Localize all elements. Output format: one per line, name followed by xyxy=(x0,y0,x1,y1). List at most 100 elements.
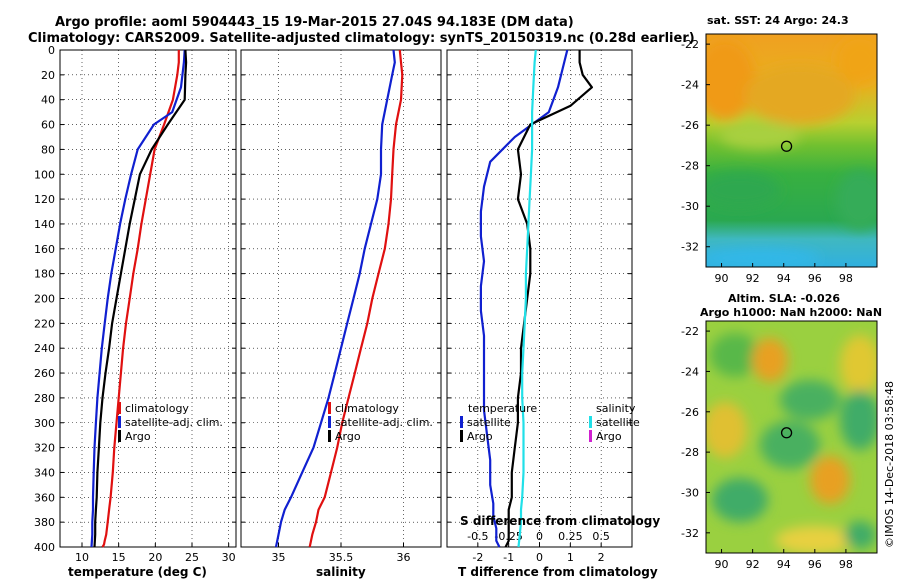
depth-tick-label: 320 xyxy=(34,442,55,455)
difference-xlabel: T difference from climatology xyxy=(458,565,658,579)
x-tick-label: 10 xyxy=(75,551,89,564)
salinity-legend: climatology satellite-adj. clim. Argo xyxy=(328,402,433,443)
s-diff-tick-label: -0.5 xyxy=(467,530,488,543)
sst-heatmap xyxy=(706,34,877,267)
depth-tick-label: 280 xyxy=(34,392,55,405)
sla-longitude-ticks: 90 92 94 96 98 xyxy=(715,549,853,571)
depth-tick-label: 380 xyxy=(34,516,55,529)
sla-heatmap xyxy=(706,321,877,553)
x-tick-label: 1 xyxy=(567,551,574,564)
depth-tick-label: 80 xyxy=(41,143,55,156)
salinity-difference-tick-labels: -0.5 -0.25 0 0.25 0.5 xyxy=(467,530,610,543)
series-line-t-satellite xyxy=(479,49,569,548)
lat-tick-label: -28 xyxy=(681,160,699,173)
x-tick-label: 30 xyxy=(222,551,236,564)
legend-swatch-s-satellite xyxy=(589,416,592,428)
salinity-series xyxy=(274,49,404,548)
lon-tick-label: 98 xyxy=(839,272,853,285)
sla-latitude-ticks: -22 -24 -26 -28 -30 -32 xyxy=(681,325,710,540)
legend-label-climatology: climatology xyxy=(335,402,399,415)
temperature-xlabel: temperature (deg C) xyxy=(68,565,207,579)
depth-tick-label: 20 xyxy=(41,69,55,82)
temperature-legend: climatology satellite-adj. clim. Argo xyxy=(118,402,223,443)
legend-label-s-argo: Argo xyxy=(596,430,622,443)
x-tick-label: 35 xyxy=(272,551,286,564)
sst-latitude-ticks: -22 -24 -26 -28 -30 -32 xyxy=(681,38,710,254)
series-line-s-satellite xyxy=(517,49,537,548)
temperature-x-tick-labels: 10 15 20 25 30 xyxy=(75,551,236,564)
legend-label-climatology: climatology xyxy=(125,402,189,415)
x-tick-label: 36 xyxy=(397,551,411,564)
depth-tick-label: 360 xyxy=(34,491,55,504)
legend-swatch-argo xyxy=(118,430,121,442)
lon-tick-label: 96 xyxy=(808,558,822,571)
depth-tick-label: 300 xyxy=(34,417,55,430)
legend-label-satellite: satellite-adj. clim. xyxy=(335,416,433,429)
depth-tick-label: 340 xyxy=(34,466,55,479)
x-tick-label: -2 xyxy=(472,551,483,564)
sla-argo-location-marker xyxy=(780,427,793,439)
series-line-satellite-adj-clim- xyxy=(274,49,396,548)
depth-tick-label: 260 xyxy=(34,367,55,380)
x-tick-label: 2 xyxy=(598,551,605,564)
lat-tick-label: -24 xyxy=(681,365,699,378)
legend-swatch-climatology xyxy=(328,402,331,414)
lon-tick-label: 90 xyxy=(715,558,729,571)
x-tick-label: -1 xyxy=(503,551,514,564)
lat-tick-label: -30 xyxy=(681,486,699,499)
temperature-panel: 0 20 40 60 80 100 120 140 160 180 200 220 240 260 280 3… xyxy=(34,44,237,579)
salinity-x-tick-labels: 35 35.5 36 xyxy=(272,551,411,564)
series-line-climatology xyxy=(308,49,404,548)
sla-map-panel: Altim. SLA: -0.026 Argo h1000: NaN h2000… xyxy=(681,292,882,571)
lat-tick-label: -26 xyxy=(681,406,699,419)
figure-title-line1: Argo profile: aoml 5904443_15 19-Mar-201… xyxy=(55,15,574,30)
lat-tick-label: -22 xyxy=(681,325,699,338)
lon-tick-label: 92 xyxy=(746,558,760,571)
difference-top-axis-label: S difference from climatology xyxy=(460,514,660,528)
figure-title-line2: Climatology: CARS2009. Satellite-adjuste… xyxy=(28,31,695,46)
lon-tick-label: 90 xyxy=(715,272,729,285)
sst-longitude-ticks: 90 92 94 96 98 xyxy=(715,263,853,285)
lat-tick-label: -24 xyxy=(681,79,699,92)
difference-grid xyxy=(447,49,632,548)
salinity-panel: 35 35.5 36 salinity climatology satellite-… xyxy=(240,49,442,579)
sla-map-title-line1: Altim. SLA: -0.026 xyxy=(728,292,840,305)
lon-tick-label: 92 xyxy=(746,272,760,285)
depth-tick-label: 0 xyxy=(48,44,55,57)
lat-tick-label: -26 xyxy=(681,119,699,132)
lon-tick-label: 98 xyxy=(839,558,853,571)
x-tick-label: 15 xyxy=(112,551,126,564)
sst-map-frame xyxy=(705,33,878,268)
lat-tick-label: -22 xyxy=(681,38,699,51)
x-tick-label: 25 xyxy=(185,551,199,564)
series-line-argo xyxy=(93,49,188,548)
s-diff-tick-label: 0 xyxy=(536,530,543,543)
depth-tick-label: 160 xyxy=(34,243,55,256)
legend-swatch-climatology xyxy=(118,402,121,414)
legend-label-t-satellite: satellite xyxy=(467,416,511,429)
legend-label-s-satellite: satellite xyxy=(596,416,640,429)
legend-label-argo: Argo xyxy=(335,430,361,443)
difference-x-tick-labels: -2 -1 0 1 2 xyxy=(472,551,604,564)
legend-title-temperature: temperature xyxy=(468,402,537,415)
imos-credit: ©IMOS 14-Dec-2018 03:58:48 xyxy=(883,381,896,548)
depth-tick-label: 240 xyxy=(34,342,55,355)
difference-series xyxy=(479,49,594,548)
sla-map-title-line2: Argo h1000: NaN h2000: NaN xyxy=(700,306,882,319)
depth-tick-label: 180 xyxy=(34,268,55,281)
s-diff-tick-label: 0.5 xyxy=(592,530,610,543)
sst-argo-location-marker xyxy=(780,140,793,152)
x-tick-label: 0 xyxy=(536,551,543,564)
lat-tick-label: -32 xyxy=(681,241,699,254)
depth-tick-label: 200 xyxy=(34,293,55,306)
legend-label-argo: Argo xyxy=(125,430,151,443)
lon-tick-label: 96 xyxy=(808,272,822,285)
depth-tick-label: 40 xyxy=(41,94,55,107)
legend-swatch-satellite xyxy=(328,416,331,428)
x-tick-label: 20 xyxy=(148,551,162,564)
temperature-series xyxy=(90,49,188,548)
series-line-climatology xyxy=(101,50,180,548)
legend-label-satellite: satellite-adj. clim. xyxy=(125,416,223,429)
depth-tick-label: 220 xyxy=(34,317,55,330)
